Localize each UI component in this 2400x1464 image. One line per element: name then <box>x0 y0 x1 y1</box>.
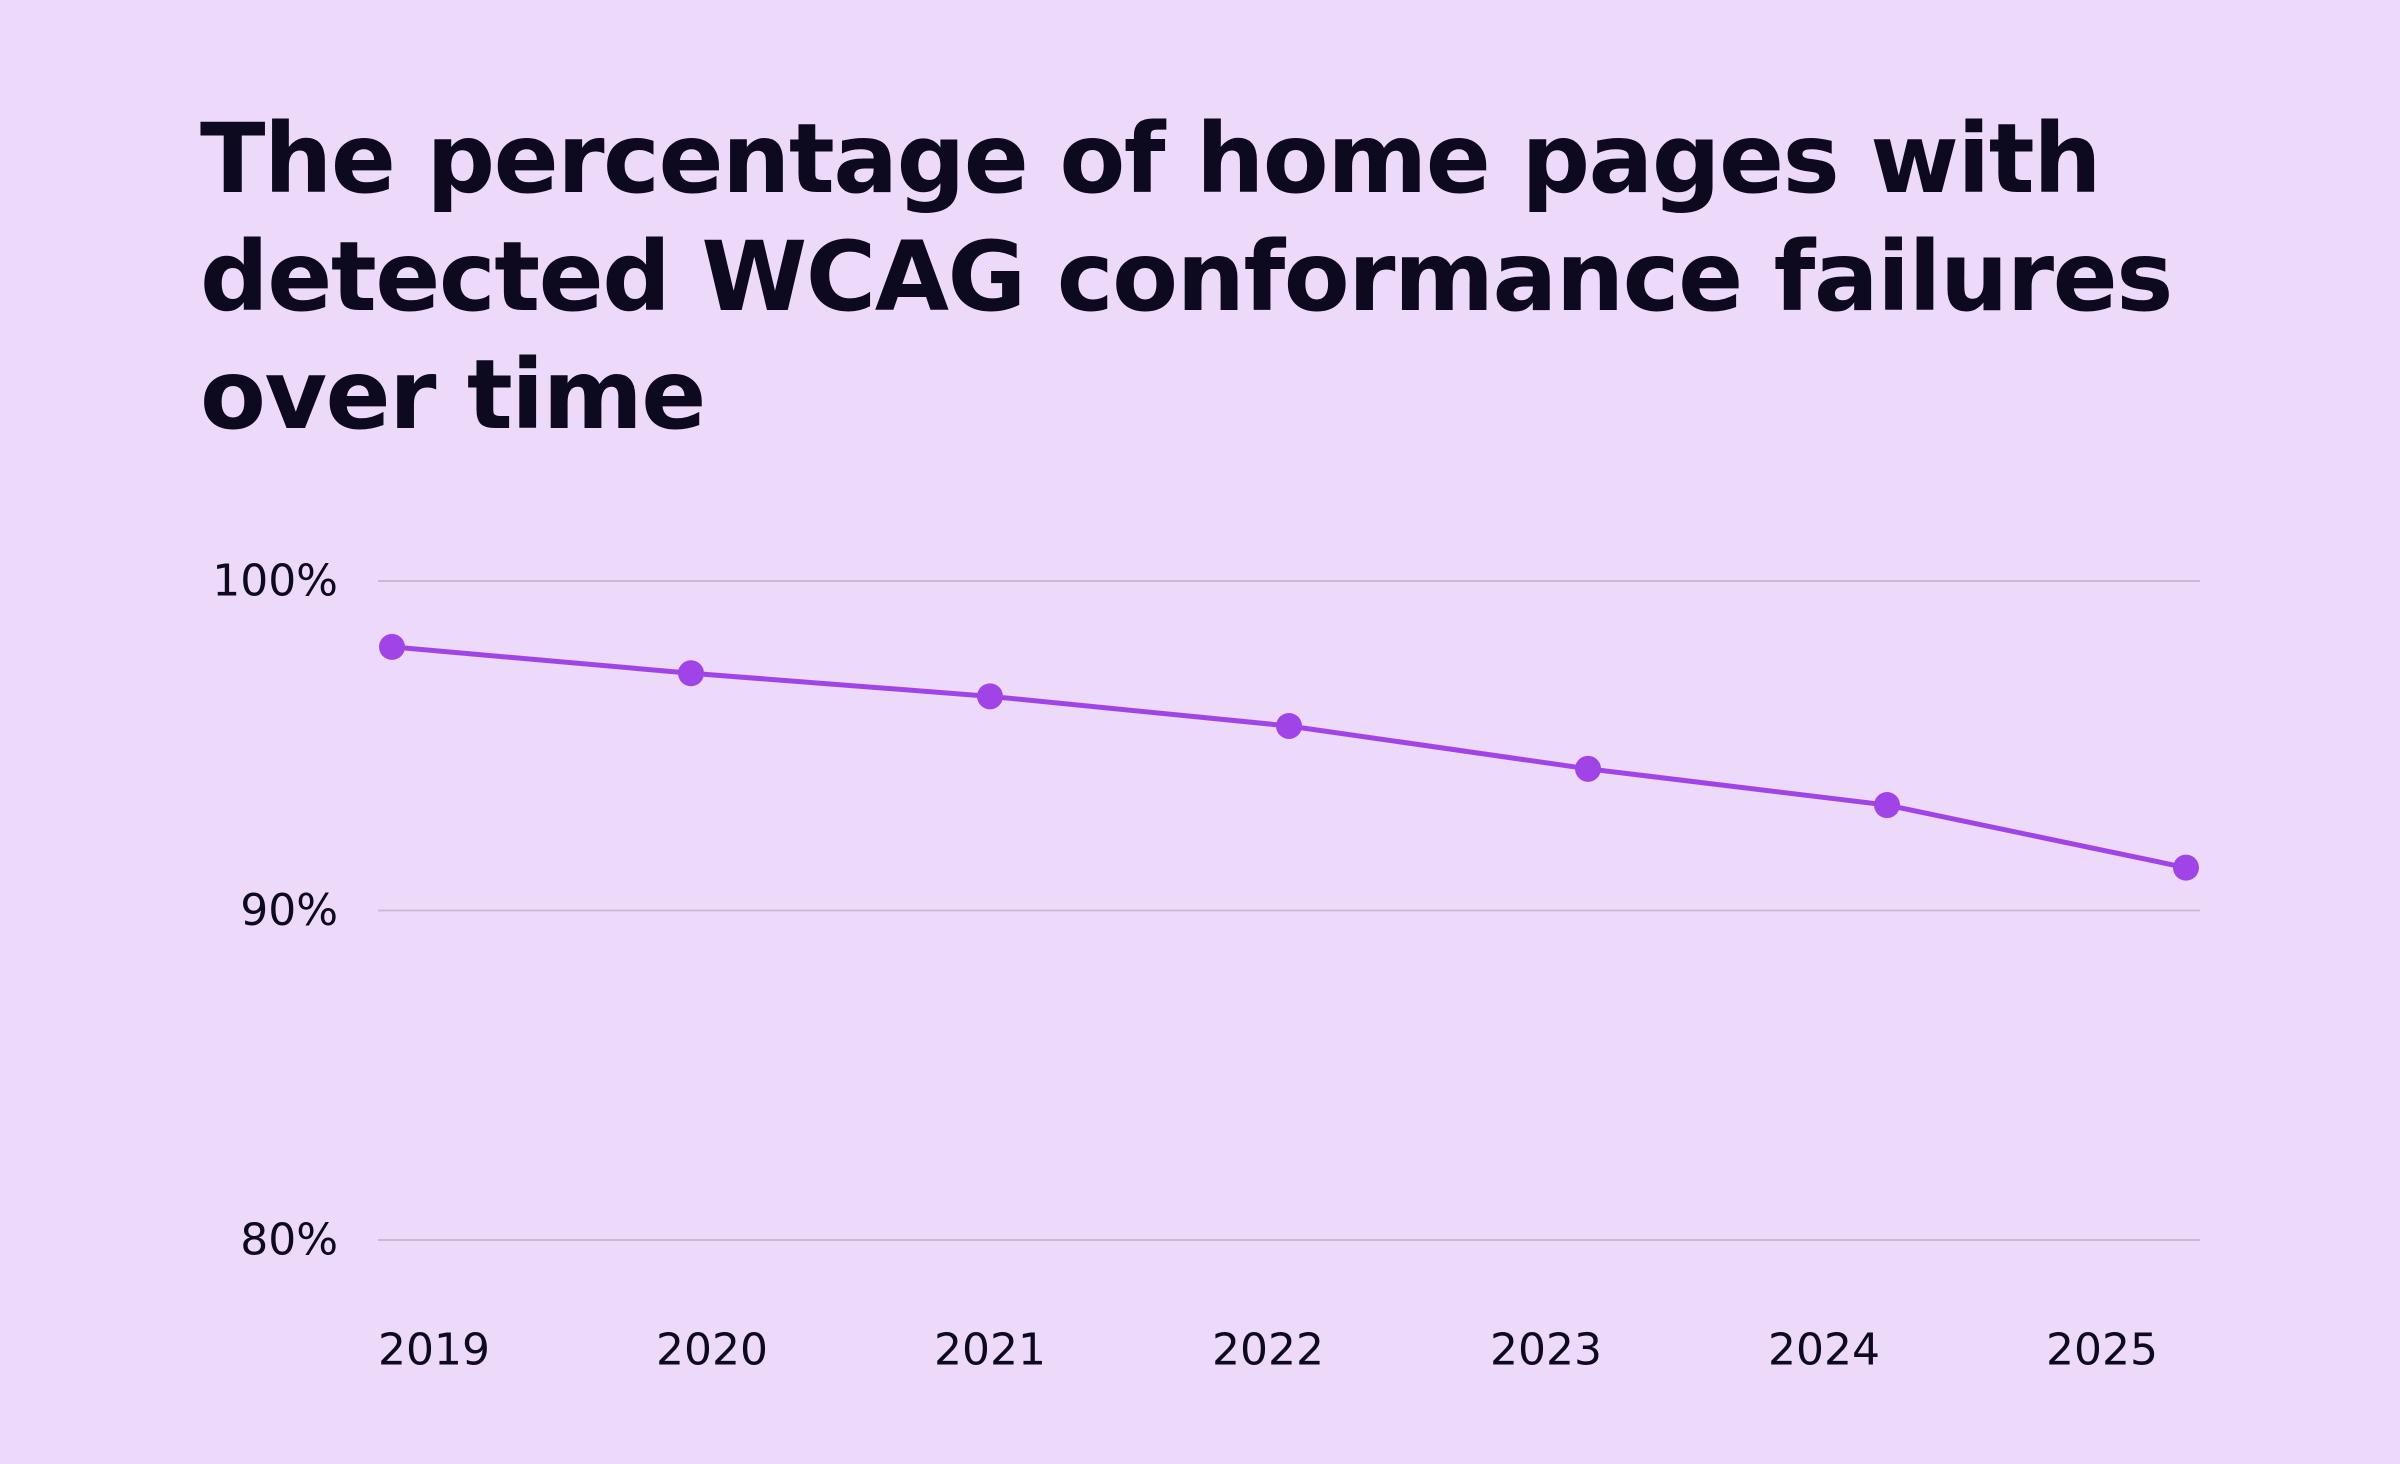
x-tick-label: 2022 <box>1212 1325 1324 1376</box>
series-line <box>389 644 2189 871</box>
data-point <box>379 633 405 660</box>
x-tick-label: 2020 <box>656 1325 768 1376</box>
x-axis-tick-labels: 2019 2020 2021 2022 2023 2024 2025 <box>378 1325 2158 1376</box>
y-axis-tick-labels: 100% 90% 80% <box>212 556 338 1266</box>
y-tick-label: 90% <box>240 885 338 936</box>
x-tick-label: 2021 <box>934 1325 1046 1376</box>
x-tick-label: 2024 <box>1768 1325 1880 1376</box>
chart-title: The percentage of home pages with detect… <box>200 103 2173 451</box>
data-point <box>1276 712 1302 739</box>
data-point <box>678 660 704 687</box>
y-tick-label: 100% <box>212 556 338 607</box>
x-tick-label: 2025 <box>2046 1325 2158 1376</box>
data-point <box>1575 755 1601 782</box>
gridlines <box>378 580 2200 1241</box>
data-point <box>2173 854 2199 881</box>
x-tick-label: 2019 <box>378 1325 490 1376</box>
series <box>379 633 2199 881</box>
y-tick-label: 80% <box>240 1215 338 1266</box>
data-point <box>977 683 1003 710</box>
x-tick-label: 2023 <box>1490 1325 1602 1376</box>
data-point <box>1874 792 1900 819</box>
